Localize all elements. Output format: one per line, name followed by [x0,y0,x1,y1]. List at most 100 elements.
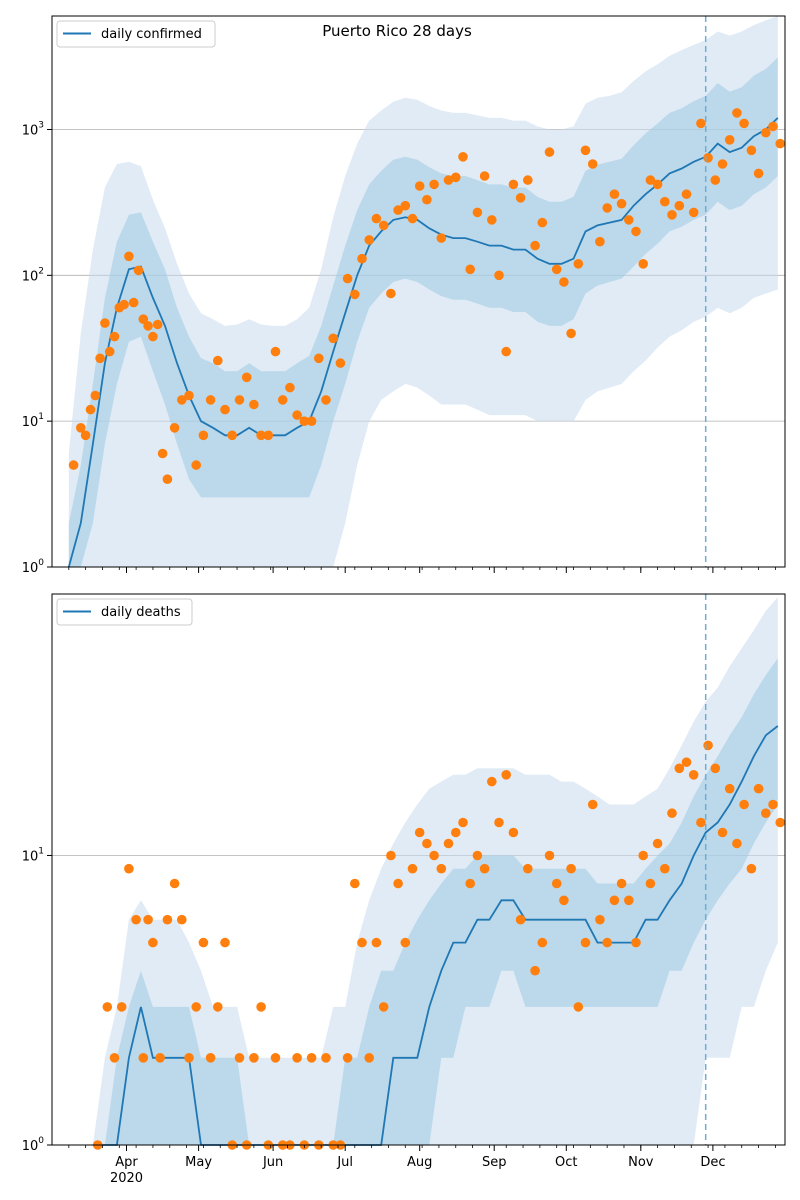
observed-point [753,783,764,794]
observed-point [587,159,598,169]
observed-point [508,827,519,838]
observed-point [357,937,367,948]
observed-point [696,817,706,828]
observed-point [696,118,706,129]
observed-point [732,838,742,849]
observed-point [515,914,526,925]
observed-point [724,783,735,794]
observed-point [523,863,533,874]
observed-point [152,319,163,330]
y-tick-label: 101 [22,846,44,864]
observed-point [213,355,223,366]
observed-point [775,817,785,828]
observed-point [95,353,105,364]
observed-point [162,474,173,485]
observed-point [299,416,310,427]
observed-point [76,423,86,433]
x-tick-label: Oct [555,1155,577,1170]
observed-point [624,215,634,225]
legend-label: daily deaths [101,605,181,620]
observed-point [263,430,274,441]
observed-point [436,233,447,243]
observed-point [703,740,713,751]
observed-point [609,895,620,906]
observed-point [530,965,540,976]
observed-point [124,863,134,874]
observed-point [148,331,158,342]
observed-point [234,395,245,405]
observed-point [443,838,454,849]
y-tick-label: 101 [22,412,44,430]
observed-point [220,937,230,948]
observed-point [458,152,468,162]
observed-point [508,179,519,190]
observed-point [717,827,728,838]
observed-point [768,121,778,132]
observed-point [674,763,685,774]
observed-point [587,799,598,810]
x-tick-label: Nov [628,1155,654,1170]
observed-point [162,914,173,925]
observed-point [472,850,483,861]
observed-point [177,914,187,925]
observed-point [422,194,432,205]
observed-point [249,399,259,410]
observed-point [400,937,411,948]
observed-point [169,878,180,889]
observed-point [393,878,403,889]
observed-point [342,1053,353,1063]
observed-point [414,827,425,838]
observed-point [479,171,490,181]
observed-point [602,937,612,948]
observed-point [191,460,201,470]
observed-point [688,770,699,780]
observed-point [660,196,670,207]
observed-point [652,838,663,849]
x-tick-label: May [185,1155,212,1170]
observed-point [638,850,648,861]
observed-point [602,203,612,213]
observed-point [494,270,504,281]
observed-point [494,817,504,828]
observed-point [128,297,139,308]
observed-point [256,430,266,441]
y-tick-label: 102 [22,266,44,284]
observed-point [124,251,134,262]
observed-point [138,1053,149,1063]
observed-point [407,213,418,224]
observed-point [213,1002,223,1012]
observed-point [350,878,360,889]
observed-point [177,395,187,405]
observed-point [270,346,281,357]
observed-point [537,937,548,948]
observed-point [328,333,339,344]
inner-uncertainty-band [92,658,778,1145]
observed-point [573,1002,584,1012]
observed-point [116,1002,127,1012]
x-tick-label: Jul [336,1155,353,1170]
observed-point [753,168,764,179]
observed-point [739,118,749,129]
observed-point [314,353,324,364]
observed-point [645,878,656,889]
observed-point [544,147,555,157]
observed-point [364,235,375,245]
observed-point [472,207,483,218]
observed-point [148,937,158,948]
observed-point [306,1053,317,1063]
observed-point [523,175,533,185]
observed-point [256,1002,266,1012]
observed-point [501,346,512,357]
x-tick-label: Sep [482,1155,507,1170]
observed-point [645,175,656,185]
observed-point [378,220,389,231]
observed-point [143,914,153,925]
legend-deaths: daily deaths [56,598,193,626]
observed-point [479,863,490,874]
observed-point [429,179,439,190]
observed-point [580,145,591,156]
observed-point [371,213,382,224]
observed-point [559,277,569,287]
observed-point [710,763,721,774]
observed-point [306,416,317,427]
